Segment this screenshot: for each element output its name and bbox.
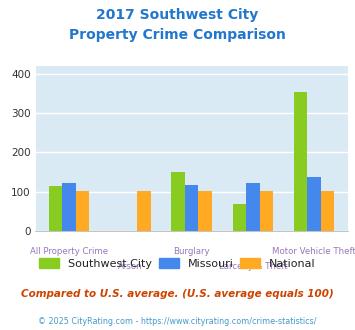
Text: Burglary: Burglary xyxy=(173,248,210,256)
Bar xyxy=(49,186,62,231)
Text: Larceny & Theft: Larceny & Theft xyxy=(219,262,287,271)
Legend: Southwest City, Missouri, National: Southwest City, Missouri, National xyxy=(35,254,320,273)
Bar xyxy=(233,204,246,231)
Bar xyxy=(76,190,89,231)
Bar xyxy=(307,177,321,231)
Text: Motor Vehicle Theft: Motor Vehicle Theft xyxy=(272,248,355,256)
Bar xyxy=(321,190,334,231)
Bar xyxy=(260,190,273,231)
Text: © 2025 CityRating.com - https://www.cityrating.com/crime-statistics/: © 2025 CityRating.com - https://www.city… xyxy=(38,317,317,326)
Bar xyxy=(246,183,260,231)
Bar xyxy=(62,183,76,231)
Text: 2017 Southwest City: 2017 Southwest City xyxy=(96,8,259,22)
Bar xyxy=(137,190,151,231)
Bar xyxy=(294,91,307,231)
Text: Arson: Arson xyxy=(118,262,143,271)
Text: Compared to U.S. average. (U.S. average equals 100): Compared to U.S. average. (U.S. average … xyxy=(21,289,334,299)
Text: Property Crime Comparison: Property Crime Comparison xyxy=(69,28,286,42)
Bar xyxy=(185,185,198,231)
Bar xyxy=(171,172,185,231)
Bar xyxy=(198,190,212,231)
Text: All Property Crime: All Property Crime xyxy=(30,248,108,256)
